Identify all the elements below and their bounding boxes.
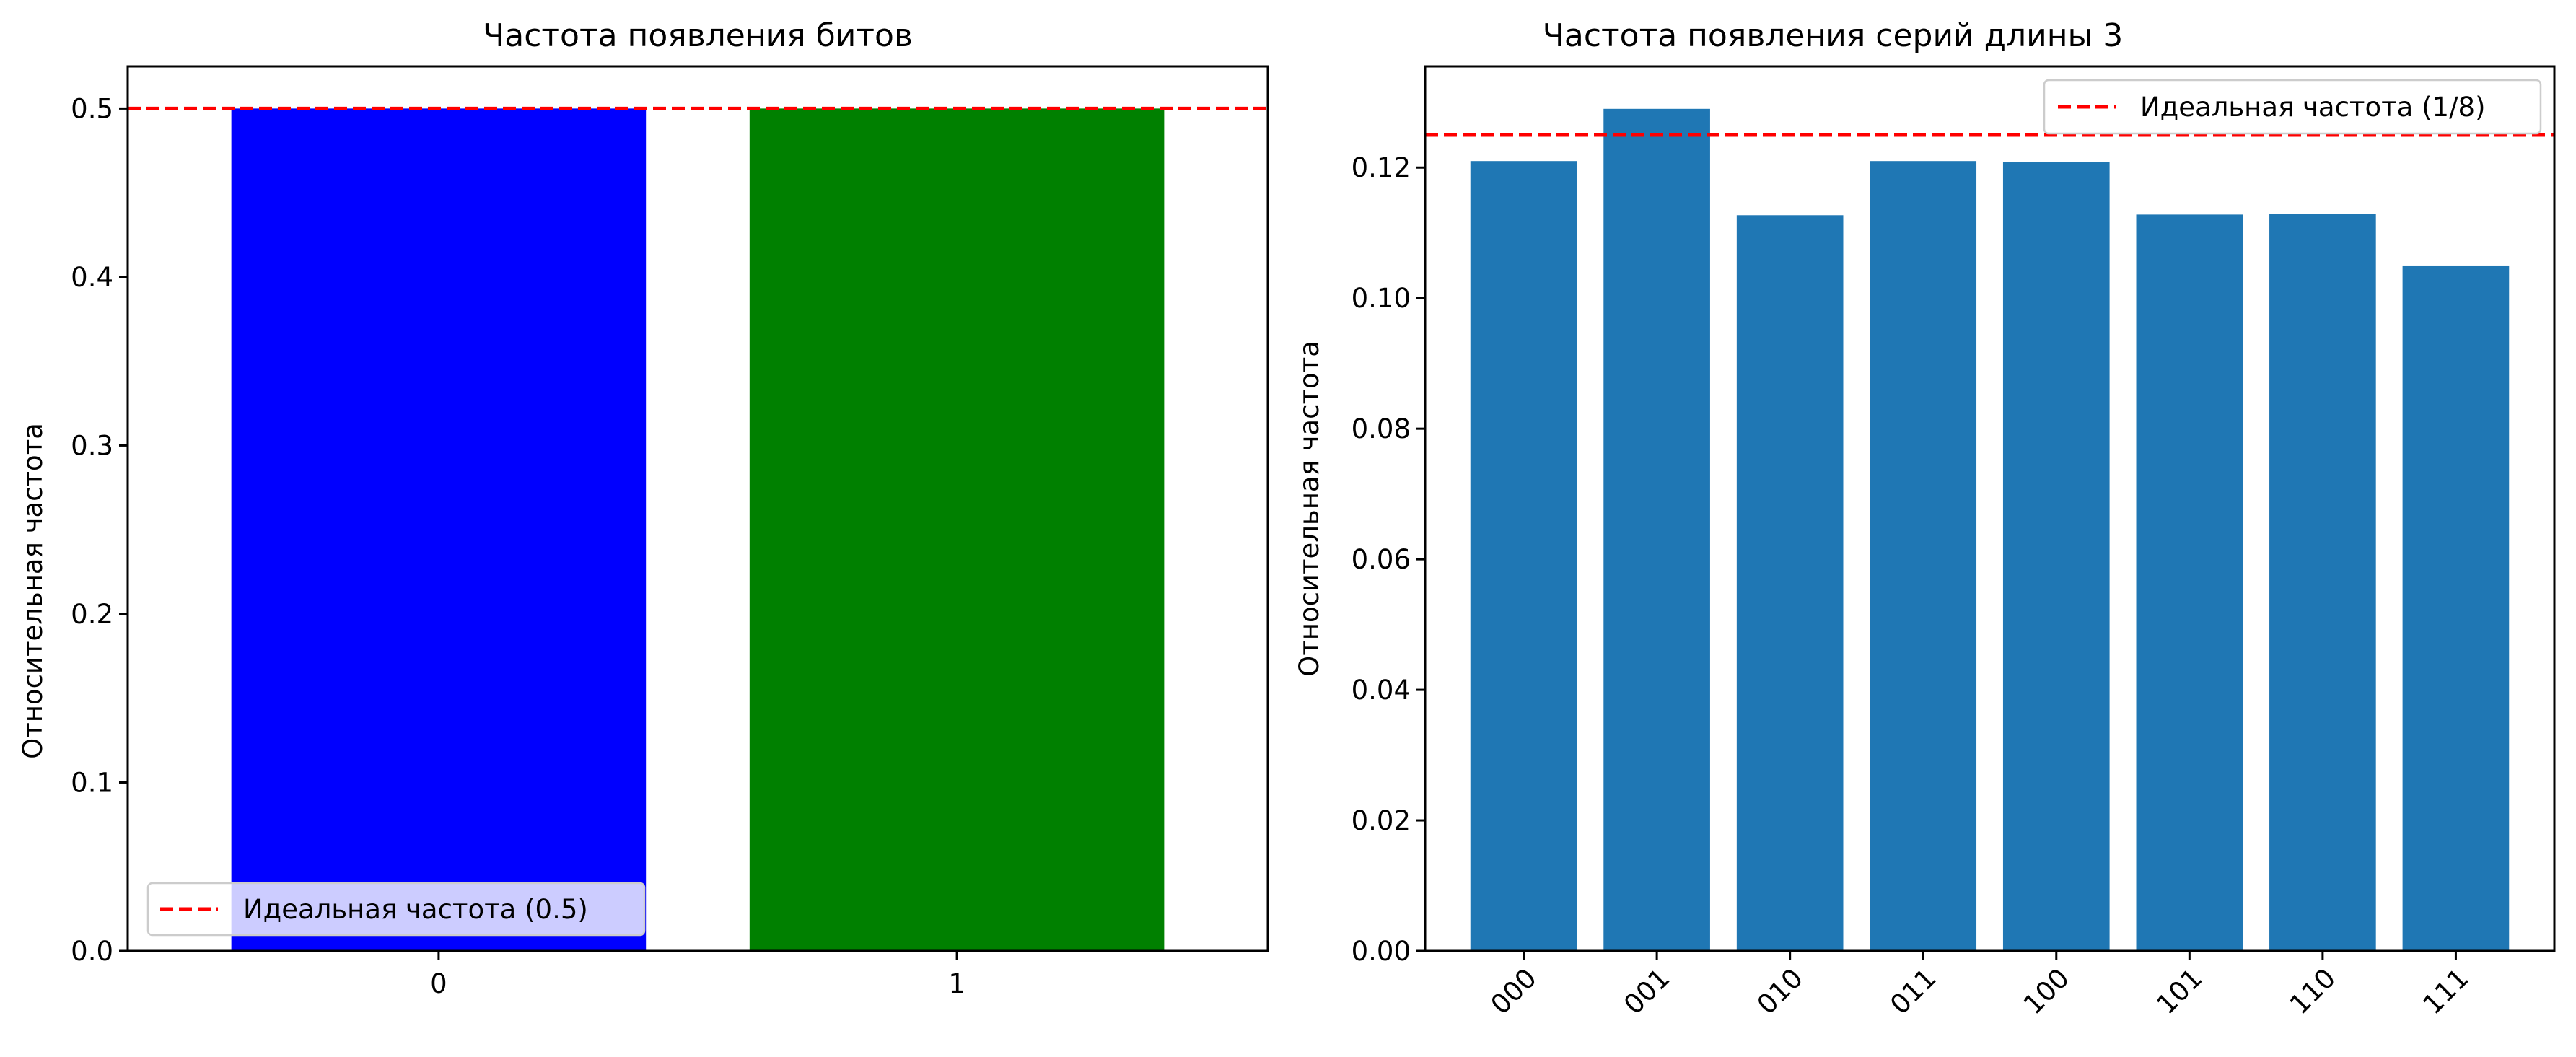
y-tick-label: 0.02 — [1351, 805, 1411, 836]
bar-100 — [2002, 162, 2110, 952]
y-axis-ticks: 0.00 0.02 0.04 0.06 0.08 0.10 0.12 — [1351, 152, 1425, 967]
y-tick-label: 0.12 — [1351, 152, 1411, 183]
x-tick-label: 010 — [1751, 962, 1809, 1020]
bars — [231, 108, 1165, 951]
legend: Идеальная частота (1/8) — [2043, 79, 2542, 135]
y-tick-label: 0.00 — [1351, 936, 1411, 967]
y-tick-label: 0.10 — [1351, 283, 1411, 314]
legend-box — [146, 882, 646, 937]
bar-010 — [1736, 215, 1844, 952]
y-tick-label: 0.4 — [71, 262, 113, 293]
x-tick-label: 111 — [2417, 962, 2474, 1020]
bar-011 — [1870, 161, 1977, 952]
bars — [1470, 108, 2510, 952]
x-tick-label: 100 — [2018, 962, 2075, 1020]
y-tick-label: 0.2 — [71, 599, 113, 630]
y-axis-ticks: 0.0 0.1 0.2 0.3 0.4 0.5 — [71, 93, 128, 967]
x-tick-label: 001 — [1618, 962, 1675, 1020]
legend: Идеальная частота (0.5) — [146, 882, 646, 937]
plot-frame — [1424, 65, 2556, 952]
x-tick-label: 0 — [430, 968, 447, 999]
y-tick-label: 0.1 — [71, 767, 113, 798]
y-tick-label: 0.5 — [71, 93, 113, 124]
y-tick-label: 0.06 — [1351, 544, 1411, 575]
y-axis-label: Относительная частота — [1294, 341, 1325, 677]
legend-label: Идеальная частота (0.5) — [243, 894, 588, 925]
legend-box — [2043, 79, 2542, 135]
y-tick-label: 0.3 — [71, 430, 113, 461]
x-tick-label: 1 — [948, 968, 965, 999]
x-tick-label: 000 — [1485, 962, 1543, 1020]
chart-triplet-frequency: Частота появления серий длины 3 Относите… — [1294, 17, 2556, 1020]
x-axis-ticks: 000 001 010 011 100 101 110 111 — [1485, 951, 2475, 1020]
bar-000 — [1470, 161, 1577, 952]
y-axis-label: Относительная частота — [17, 423, 48, 759]
y-tick-label: 0.08 — [1351, 413, 1411, 444]
chart-bit-frequency: Частота появления битов Относительная ча… — [17, 17, 1269, 999]
y-tick-label: 0.0 — [71, 936, 113, 967]
bar-110 — [2269, 214, 2376, 951]
bar-101 — [2136, 214, 2243, 951]
x-tick-label: 011 — [1884, 962, 1942, 1020]
x-tick-label: 110 — [2284, 962, 2341, 1020]
x-tick-label: 101 — [2150, 962, 2208, 1020]
legend-label: Идеальная частота (1/8) — [2140, 92, 2486, 123]
chart-title: Частота появления битов — [483, 17, 913, 54]
y-tick-label: 0.04 — [1351, 675, 1411, 706]
plot-frame — [126, 65, 1269, 952]
bar-0 — [231, 108, 647, 951]
bar-001 — [1603, 108, 1710, 952]
bar-1 — [749, 108, 1165, 951]
chart-title: Частота появления серий длины 3 — [1543, 17, 2124, 54]
bar-111 — [2402, 265, 2510, 951]
